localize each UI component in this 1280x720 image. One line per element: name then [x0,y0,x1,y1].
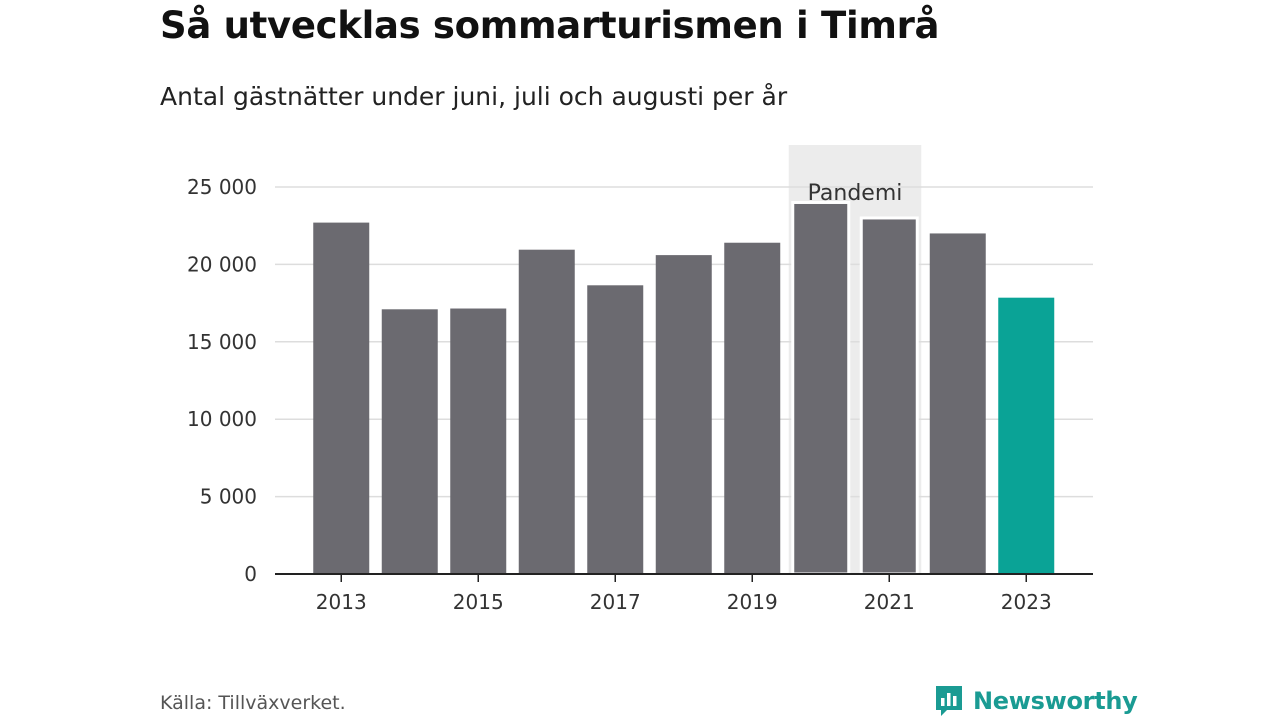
y-tick-label: 10 000 [187,407,257,431]
bar-2018 [655,255,712,574]
x-tick-label: 2021 [864,590,915,614]
bar-2023 [998,297,1055,574]
y-tick-label: 5 000 [200,485,257,509]
bar-2015 [450,308,507,574]
y-tick-label: 15 000 [187,330,257,354]
bar-2014 [381,309,438,574]
x-tick-label: 2013 [316,590,367,614]
x-tick-label: 2023 [1001,590,1052,614]
newsworthy-logo-text: Newsworthy [973,687,1138,715]
chart-title: Så utvecklas sommarturismen i Timrå [160,4,940,47]
x-tick-label: 2015 [453,590,504,614]
y-tick-label: 20 000 [187,252,257,276]
bar-2016 [518,249,575,574]
bar-2021 [859,216,919,576]
chart-subtitle: Antal gästnätter under juni, juli och au… [160,82,788,111]
y-tick-label: 0 [244,562,257,586]
x-tick-label: 2017 [590,590,641,614]
y-tick-label: 25 000 [187,175,257,199]
newsworthy-logo: Newsworthy [933,683,1138,719]
source-note: Källa: Tillväxverket. [160,692,346,714]
bar-2019 [724,242,781,574]
x-tick-label: 2019 [727,590,778,614]
bar-2017 [587,285,644,574]
bar-2020 [791,200,851,576]
bar-2013 [313,222,370,574]
newsworthy-logo-icon [936,686,962,716]
bar-2022 [929,233,986,574]
